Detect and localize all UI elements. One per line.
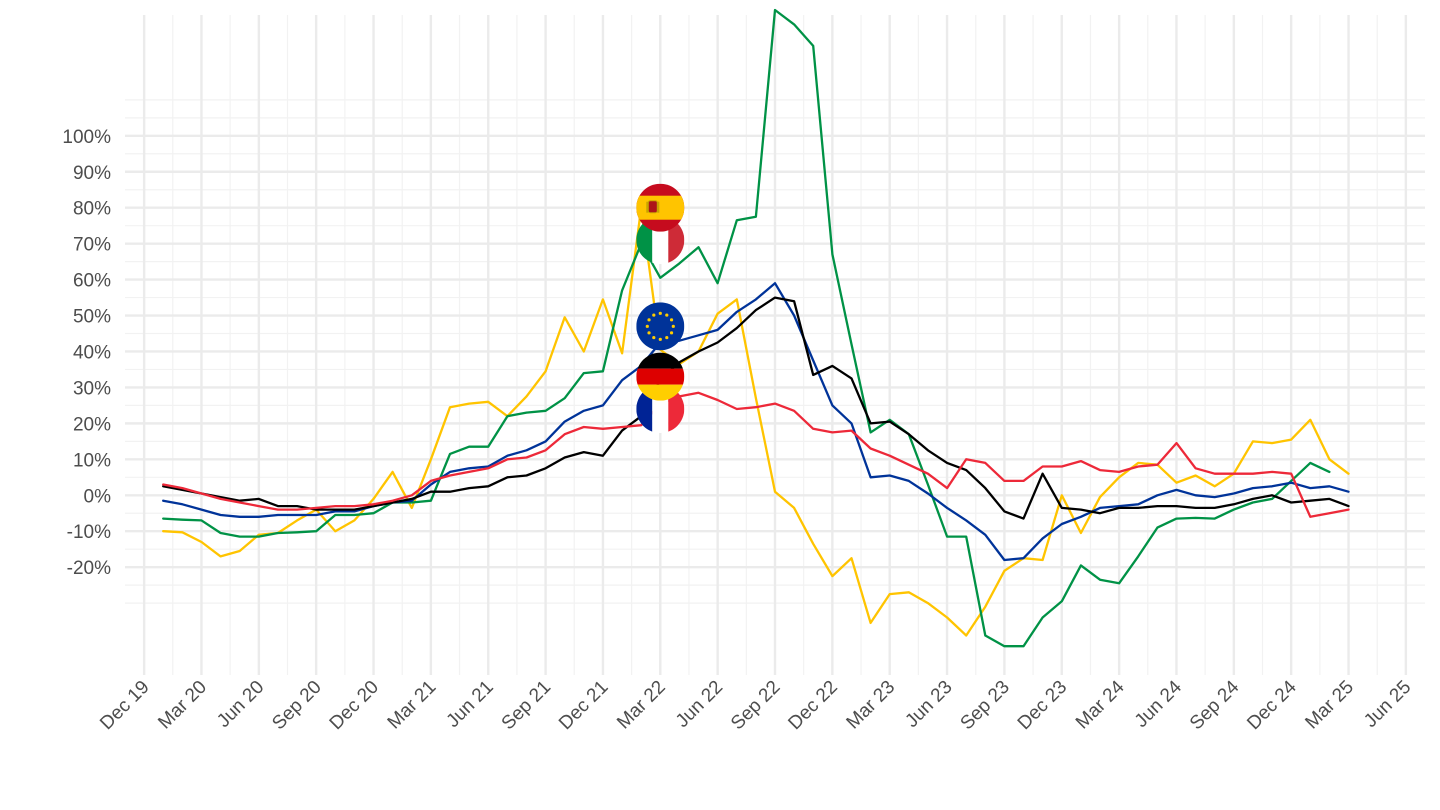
y-tick-label: 60%	[73, 271, 111, 292]
y-tick-label: -20%	[67, 558, 111, 579]
x-tick-label: Jun 25	[1360, 677, 1415, 732]
y-tick-label: 20%	[73, 414, 111, 435]
spain-flag-icon	[636, 183, 685, 232]
x-tick-label: Dec 22	[784, 677, 841, 734]
y-tick-label: 70%	[73, 235, 111, 256]
minor-vertical-gridlines	[172, 15, 1378, 675]
x-tick-label: Jun 21	[443, 677, 498, 732]
flag-marker-layer	[636, 183, 685, 433]
x-tick-label: Jun 23	[901, 677, 956, 732]
y-tick-label: 80%	[73, 199, 111, 220]
x-tick-label: Sep 20	[268, 677, 325, 734]
x-tick-label: Jun 24	[1131, 676, 1186, 731]
eu-flag-icon	[636, 302, 685, 351]
x-tick-label: Jun 20	[213, 677, 268, 732]
x-tick-label: Sep 22	[727, 677, 784, 734]
x-tick-label: Sep 24	[1186, 676, 1244, 734]
x-tick-label: Sep 21	[498, 677, 555, 734]
x-tick-label: Mar 24	[1072, 676, 1129, 733]
series-line-italy	[162, 8, 1331, 648]
y-tick-label: 30%	[73, 378, 111, 399]
x-tick-label: Dec 23	[1014, 677, 1071, 734]
y-tick-label: 50%	[73, 307, 111, 328]
x-tick-label: Dec 19	[96, 677, 153, 734]
x-tick-label: Sep 23	[957, 677, 1014, 734]
series-line-germany	[162, 296, 1350, 520]
y-tick-label: -10%	[67, 522, 111, 543]
x-tick-label: Mar 23	[843, 677, 900, 734]
series-layer	[162, 8, 1350, 648]
x-tick-label: Dec 24	[1243, 676, 1301, 734]
y-tick-label: 100%	[62, 127, 111, 148]
x-tick-label: Mar 25	[1301, 677, 1358, 734]
major-horizontal-gridlines	[125, 134, 1425, 569]
germany-flag-icon	[636, 352, 685, 401]
x-tick-label: Mar 21	[384, 677, 441, 734]
series-line-france	[162, 391, 1350, 518]
y-tick-label: 0%	[84, 486, 112, 507]
x-tick-label: Mar 22	[613, 677, 670, 734]
x-axis: Dec 19 Mar 20 Jun 20 Sep 20 Dec 20 Mar 21 Jun …	[96, 676, 1415, 734]
major-vertical-gridlines	[142, 15, 1408, 675]
y-tick-label: 10%	[73, 450, 111, 471]
series-line-spain	[162, 206, 1350, 637]
x-tick-label: Dec 20	[326, 677, 383, 734]
x-tick-label: Jun 22	[672, 677, 727, 732]
y-axis: -20% -10% 0% 10% 20% 30% 40% 50% 60% 70% 80% 90% 100…	[62, 127, 111, 579]
x-tick-label: Mar 20	[154, 677, 211, 734]
y-tick-label: 90%	[73, 163, 111, 184]
series-line-eu	[162, 282, 1350, 562]
y-tick-label: 40%	[73, 342, 111, 363]
x-tick-label: Dec 21	[555, 677, 612, 734]
